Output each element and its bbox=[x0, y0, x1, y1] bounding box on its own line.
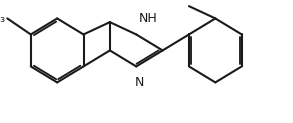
Text: N: N bbox=[134, 76, 144, 89]
Text: Cl: Cl bbox=[183, 0, 195, 3]
Text: CH₃: CH₃ bbox=[0, 12, 6, 25]
Text: NH: NH bbox=[139, 12, 158, 25]
